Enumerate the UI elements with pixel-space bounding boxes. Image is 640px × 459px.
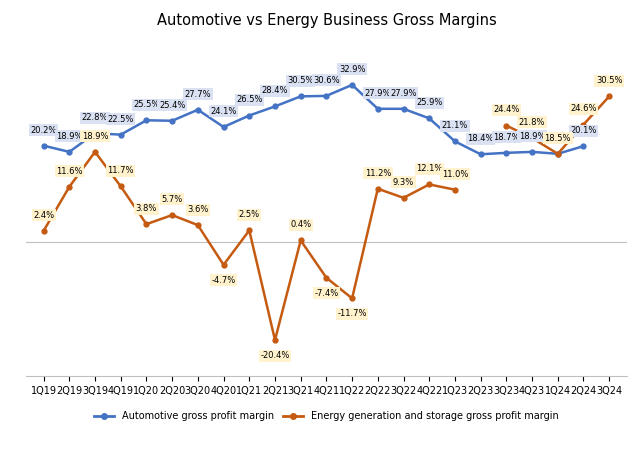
Text: 18.9%: 18.9% [82, 132, 108, 141]
Text: 2.5%: 2.5% [239, 210, 260, 219]
Text: 24.6%: 24.6% [570, 105, 596, 113]
Text: 0.4%: 0.4% [290, 220, 311, 230]
Text: 11.7%: 11.7% [108, 166, 134, 175]
Text: 24.1%: 24.1% [211, 107, 237, 116]
Text: 24.4%: 24.4% [493, 106, 520, 114]
Text: 5.7%: 5.7% [161, 195, 183, 204]
Text: 30.5%: 30.5% [596, 76, 623, 85]
Text: 2.4%: 2.4% [33, 211, 54, 220]
Text: 18.5%: 18.5% [545, 134, 571, 143]
Text: -4.7%: -4.7% [211, 276, 236, 285]
Text: 30.5%: 30.5% [287, 76, 314, 85]
Text: 11.6%: 11.6% [56, 167, 83, 176]
Text: 3.6%: 3.6% [187, 205, 209, 214]
Text: 21.8%: 21.8% [519, 118, 545, 127]
Text: 25.9%: 25.9% [416, 98, 442, 107]
Legend: Automotive gross profit margin, Energy generation and storage gross profit margi: Automotive gross profit margin, Energy g… [90, 407, 563, 425]
Text: -20.4%: -20.4% [260, 351, 290, 360]
Text: 18.5%: 18.5% [545, 134, 571, 143]
Text: 18.9%: 18.9% [519, 132, 545, 141]
Text: 12.1%: 12.1% [416, 164, 442, 174]
Text: 27.9%: 27.9% [365, 89, 391, 98]
Text: 25.5%: 25.5% [133, 100, 159, 109]
Text: 25.4%: 25.4% [159, 101, 186, 110]
Text: 27.7%: 27.7% [184, 90, 211, 99]
Text: 27.9%: 27.9% [390, 89, 417, 98]
Text: 20.1%: 20.1% [570, 126, 596, 135]
Text: 11.0%: 11.0% [442, 169, 468, 179]
Text: 9.3%: 9.3% [393, 178, 414, 187]
Text: 30.6%: 30.6% [313, 76, 340, 85]
Text: -7.4%: -7.4% [314, 289, 339, 298]
Text: 26.5%: 26.5% [236, 95, 262, 104]
Text: 11.2%: 11.2% [365, 168, 391, 178]
Text: 21.1%: 21.1% [442, 121, 468, 130]
Text: 32.9%: 32.9% [339, 65, 365, 74]
Text: 28.4%: 28.4% [262, 86, 288, 95]
Text: 22.5%: 22.5% [108, 115, 134, 123]
Text: 22.8%: 22.8% [82, 113, 108, 122]
Text: 18.7%: 18.7% [493, 133, 520, 142]
Text: -11.7%: -11.7% [337, 309, 367, 319]
Text: 3.8%: 3.8% [136, 204, 157, 213]
Text: 18.9%: 18.9% [56, 132, 83, 141]
Text: 18.4%: 18.4% [467, 134, 494, 143]
Text: 20.2%: 20.2% [31, 126, 57, 134]
Title: Automotive vs Energy Business Gross Margins: Automotive vs Energy Business Gross Marg… [157, 13, 496, 28]
